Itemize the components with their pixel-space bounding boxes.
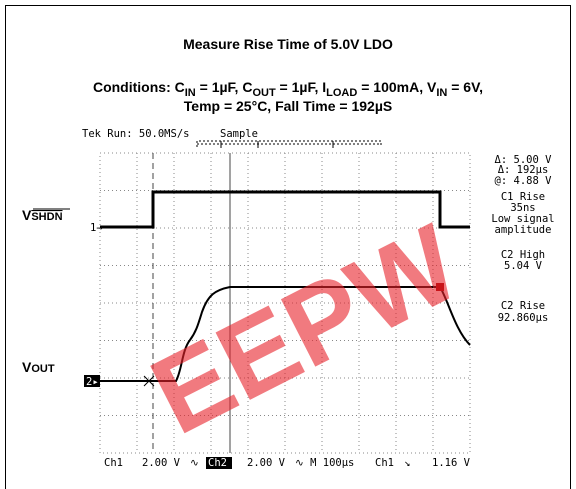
vshdn-sub: SHDN <box>31 211 62 223</box>
figure: Measure Rise Time of 5.0V LDO Conditions… <box>0 0 576 489</box>
vout-sub: OUT <box>31 363 55 375</box>
status-text: ↘ <box>404 457 410 469</box>
status-text: Ch2 <box>208 457 227 469</box>
readout: amplitude <box>495 224 552 236</box>
ch2-marker: 2▸ <box>86 376 99 388</box>
watermark: EEPW <box>133 201 478 458</box>
cond-text: = 1µF, C <box>196 79 253 95</box>
status-text: 1.16 V <box>432 457 471 469</box>
scope-mode: Sample <box>220 128 258 140</box>
status-text: ∿ <box>190 457 199 469</box>
cond-text: = 6V, <box>447 79 483 95</box>
conditions-line2: Temp = 25°C, Fall Time = 192µS <box>184 98 392 114</box>
scope-status: Tek Run: 50.0MS/s <box>82 128 189 140</box>
readout: 5.04 V <box>504 260 543 272</box>
status-text: Ch1 <box>104 457 123 469</box>
cond-text: = 100mA, V <box>357 79 437 95</box>
status-text: 2.00 V <box>247 457 286 469</box>
vout-label: VOUT <box>22 359 55 375</box>
cond-text: Conditions: C <box>93 79 185 95</box>
readout: @: 4.88 V <box>495 175 553 187</box>
cond-sub: IN <box>436 87 447 99</box>
status-text: Ch1 <box>375 457 394 469</box>
readout: 92.860µs <box>498 312 549 324</box>
readouts: Δ: 5.00 VΔ: 192µs@: 4.88 VC1 Rise35nsLow… <box>491 154 554 324</box>
ch1-marker: 1→ <box>90 222 103 234</box>
cond-text: = 1µF, I <box>276 79 326 95</box>
title: Measure Rise Time of 5.0V LDO <box>183 36 393 52</box>
status-text: ∿ M 100µs <box>295 457 354 469</box>
bottom-status: Ch1 2.00 V ∿ Ch2 2.00 V ∿ M 100µs Ch1 ↘ … <box>104 457 471 469</box>
status-text: 2.00 V <box>142 457 181 469</box>
trigger-bar <box>197 141 381 147</box>
conditions-line1: Conditions: CIN = 1µF, COUT = 1µF, ILOAD… <box>93 79 483 99</box>
readout: C2 Rise <box>501 300 545 312</box>
